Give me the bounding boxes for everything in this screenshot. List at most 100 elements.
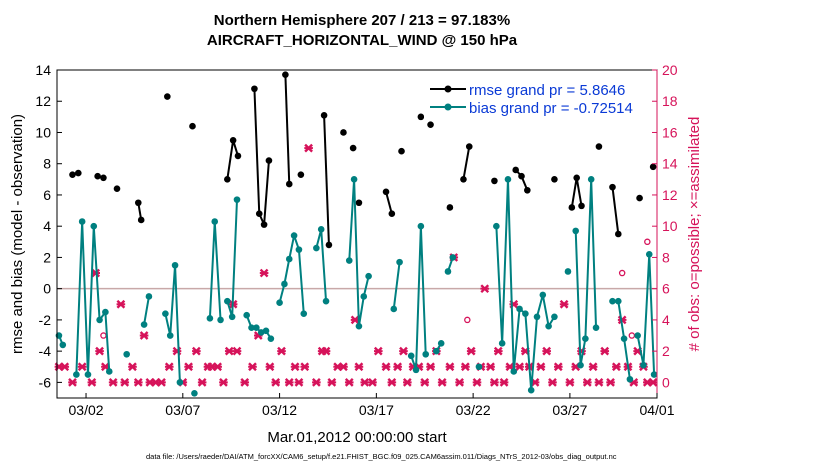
obs-assimilated-marker <box>437 378 447 387</box>
obs-assimilated-marker <box>68 378 77 387</box>
rmse-point <box>427 121 434 128</box>
bias-point <box>355 322 363 330</box>
rmse-point <box>224 176 231 183</box>
x-axis-label: Mar.01,2012 00:00:00 start <box>267 429 447 446</box>
x-tick-label: 03/07 <box>165 402 200 418</box>
bias-point <box>281 280 288 288</box>
y-axis-label-left: rmse and bias (model - observation) <box>9 114 26 354</box>
rmse-point <box>320 111 328 119</box>
obs-assimilated-marker <box>559 299 569 309</box>
bias-point <box>412 366 420 374</box>
bias-point <box>162 310 169 317</box>
obs-assimilated-marker <box>553 362 563 372</box>
y-tick-label-right: 12 <box>662 187 678 203</box>
bias-point <box>493 222 500 230</box>
bias-point <box>253 324 260 332</box>
data-file-footnote: data file: /Users/raeder/DAI/ATM_forcXX/… <box>146 452 617 461</box>
rmse-series-line <box>611 187 620 235</box>
rmse-series-line <box>226 139 239 180</box>
bias-point <box>527 386 535 394</box>
obs-assimilated-marker <box>312 378 321 387</box>
bias-series-line <box>392 261 401 310</box>
legend-box <box>424 76 652 120</box>
legend-label-bias: bias grand pr = -0.72514 <box>469 100 633 117</box>
legend-marker-rmse <box>444 85 452 93</box>
bias-point <box>285 255 293 263</box>
bias-point <box>634 332 641 339</box>
rmse-point <box>649 163 657 171</box>
rmse-point <box>355 199 363 207</box>
rmse-series-line <box>323 115 330 245</box>
bias-point <box>300 310 308 317</box>
bias-point <box>166 332 174 339</box>
bias-point <box>360 293 368 300</box>
obs-assimilated-marker <box>224 346 234 356</box>
obs-assimilated-marker <box>95 346 104 356</box>
obs-possible-marker <box>644 238 651 246</box>
obs-possible-marker <box>618 269 626 277</box>
obs-assimilated-marker <box>77 362 87 372</box>
bias-point <box>123 350 130 358</box>
bias-point <box>105 368 113 375</box>
obs-assimilated-marker <box>420 378 430 387</box>
rmse-point <box>609 183 616 191</box>
bias-point <box>73 371 80 378</box>
rmse-point <box>524 186 531 194</box>
obs-assimilated-marker <box>116 299 126 309</box>
obs-assimilated-marker <box>108 378 118 387</box>
bias-point <box>224 297 231 305</box>
bias-series-line <box>143 296 150 325</box>
bias-series-line <box>315 229 328 302</box>
bias-point <box>228 313 236 321</box>
obs-assimilated-marker <box>259 268 269 278</box>
bias-point <box>317 226 325 233</box>
bias-point <box>572 227 580 235</box>
rmse-point <box>74 169 82 177</box>
rmse-point <box>551 176 558 183</box>
y-tick-label-left: 0 <box>43 281 51 297</box>
rmse-point <box>113 185 121 193</box>
bias-point <box>437 340 445 347</box>
bias-point <box>516 305 523 313</box>
obs-assimilated-marker <box>461 362 470 372</box>
rmse-point <box>325 241 333 249</box>
obs-assimilated-marker <box>466 346 476 356</box>
bias-point <box>539 291 547 299</box>
rmse-point <box>578 202 585 210</box>
x-tick-label: 03/12 <box>262 402 297 418</box>
obs-assimilated-marker <box>588 362 598 372</box>
legend-marker-bias <box>444 103 452 111</box>
bias-point <box>582 335 589 342</box>
obs-assimilated-marker <box>455 378 464 387</box>
legend-label-rmse: rmse grand pr = 5.8646 <box>469 82 625 99</box>
bias-point <box>504 176 512 183</box>
obs-assimilated-marker <box>219 378 228 387</box>
rmse-point <box>382 188 390 196</box>
obs-assimilated-marker <box>232 346 242 356</box>
obs-assimilated-marker <box>120 378 130 387</box>
obs-assimilated-marker <box>240 378 250 387</box>
bias-point <box>145 293 153 300</box>
bias-point <box>645 251 653 258</box>
bias-point <box>313 244 320 252</box>
bias-point <box>171 261 179 269</box>
bias-point <box>102 308 109 316</box>
rmse-point <box>465 143 473 150</box>
x-tick-label: 03/17 <box>359 402 394 418</box>
rmse-point <box>251 85 258 93</box>
plot-layer <box>54 71 658 397</box>
bias-series-line <box>164 265 181 383</box>
obs-assimilated-marker <box>499 378 509 387</box>
obs-assimilated-marker <box>606 378 615 387</box>
rmse-point <box>229 136 237 144</box>
rmse-point <box>398 147 405 155</box>
y-tick-label-right: 20 <box>662 62 678 78</box>
obs-assimilated-marker <box>493 346 503 356</box>
rmse-series-line <box>385 191 393 214</box>
y-tick-label-left: -4 <box>39 343 52 359</box>
bias-point <box>345 257 353 264</box>
y-tick-label-left: 14 <box>35 62 51 78</box>
rmse-series-line <box>284 74 291 185</box>
y-tick-label-right: 14 <box>662 156 678 172</box>
bias-point <box>365 272 372 280</box>
